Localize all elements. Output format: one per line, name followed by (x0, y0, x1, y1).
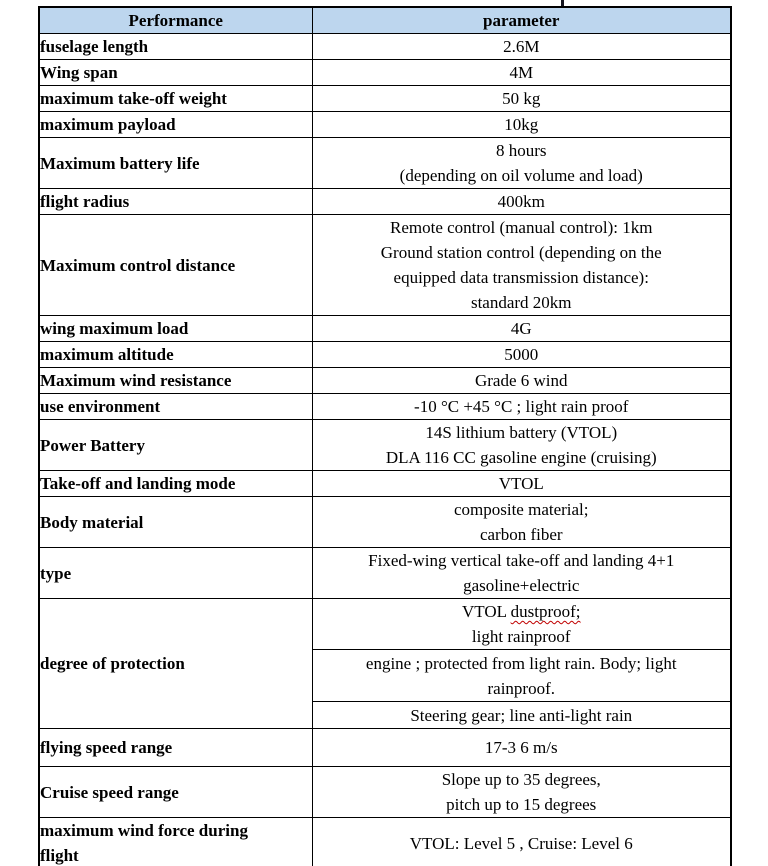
header-parameter: parameter (311, 6, 732, 34)
protection-vtol-line2: light rainproof (471, 627, 571, 646)
header-performance: Performance (38, 6, 313, 34)
table-row-control-distance: Maximum control distance Remote control … (38, 214, 732, 316)
row-value-wind-resistance: Grade 6 wind (311, 367, 732, 394)
row-value-battery-life: 8 hours (depending on oil volume and loa… (311, 137, 732, 189)
row-value-cruise-speed-range: Slope up to 35 degrees, pitch up to 15 d… (311, 766, 732, 818)
table-row-max-takeoff-weight: maximum take-off weight 50 kg (38, 85, 732, 112)
table-row-max-wind-force: maximum wind force during flight VTOL: L… (38, 817, 732, 866)
row-label-max-takeoff-weight: maximum take-off weight (38, 85, 313, 112)
row-value-takeoff-landing-mode: VTOL (311, 470, 732, 497)
table-row-use-environment: use environment -10 °C +45 °C ; light ra… (38, 393, 732, 420)
row-value-protection-engine: engine ; protected from light rain. Body… (311, 649, 732, 702)
table-row-wing-max-load: wing maximum load 4G (38, 315, 732, 342)
row-label-battery-life: Maximum battery life (38, 137, 313, 189)
row-value-protection-vtol: VTOL dustproof; light rainproof (311, 598, 732, 650)
row-value-body-material: composite material; carbon fiber (311, 496, 732, 548)
row-value-control-distance: Remote control (manual control): 1km Gro… (311, 214, 732, 316)
row-value-max-payload: 10kg (311, 111, 732, 138)
row-label-takeoff-landing-mode: Take-off and landing mode (38, 470, 313, 497)
table-row-max-altitude: maximum altitude 5000 (38, 341, 732, 368)
row-label-max-payload: maximum payload (38, 111, 313, 138)
table-row-wind-resistance: Maximum wind resistance Grade 6 wind (38, 367, 732, 394)
row-value-power-battery: 14S lithium battery (VTOL) DLA 116 CC ga… (311, 419, 732, 471)
row-value-wing-span: 4M (311, 59, 732, 86)
uav-performance-spec-table: Performance parameter fuselage length 2.… (38, 6, 732, 866)
row-value-max-takeoff-weight: 50 kg (311, 85, 732, 112)
row-value-protection-steering: Steering gear; line anti-light rain (311, 701, 732, 729)
row-value-fuselage-length: 2.6M (311, 33, 732, 60)
row-label-power-battery: Power Battery (38, 419, 313, 471)
row-label-body-material: Body material (38, 496, 313, 548)
row-value-use-environment: -10 °C +45 °C ; light rain proof (311, 393, 732, 420)
row-label-control-distance: Maximum control distance (38, 214, 313, 316)
table-row-battery-life: Maximum battery life 8 hours (depending … (38, 137, 732, 189)
table-row-wing-span: Wing span 4M (38, 59, 732, 86)
table-row-max-payload: maximum payload 10kg (38, 111, 732, 138)
table-row-type: type Fixed-wing vertical take-off and la… (38, 547, 732, 599)
row-value-max-altitude: 5000 (311, 341, 732, 368)
row-value-flight-radius: 400km (311, 188, 732, 215)
table-row-degree-of-protection-1: degree of protection VTOL dustproof; ligh… (38, 598, 732, 729)
table-row-power-battery: Power Battery 14S lithium battery (VTOL)… (38, 419, 732, 471)
table-row-fuselage-length: fuselage length 2.6M (38, 33, 732, 60)
row-label-flying-speed-range: flying speed range (38, 728, 313, 767)
row-label-degree-of-protection: degree of protection (38, 598, 313, 729)
row-label-wing-span: Wing span (38, 59, 313, 86)
row-label-type: type (38, 547, 313, 599)
row-label-fuselage-length: fuselage length (38, 33, 313, 60)
row-label-use-environment: use environment (38, 393, 313, 420)
table-row-degree-of-protection-3: Steering gear; line anti-light rain (39, 701, 732, 729)
table-row-flying-speed-range: flying speed range 17-3 6 m/s (38, 728, 732, 767)
row-value-wing-max-load: 4G (311, 315, 732, 342)
header-row: Performance parameter (38, 6, 732, 34)
row-value-flying-speed-range: 17-3 6 m/s (311, 728, 732, 767)
row-value-type: Fixed-wing vertical take-off and landing… (311, 547, 732, 599)
row-label-flight-radius: flight radius (38, 188, 313, 215)
row-label-max-altitude: maximum altitude (38, 341, 313, 368)
table-row-takeoff-landing-mode: Take-off and landing mode VTOL (38, 470, 732, 497)
table-row-body-material: Body material composite material; carbon… (38, 496, 732, 548)
protection-vtol-prefix: VTOL (461, 602, 511, 621)
row-value-max-wind-force: VTOL: Level 5 , Cruise: Level 6 (311, 817, 732, 866)
table-row-cruise-speed-range: Cruise speed range Slope up to 35 degree… (38, 766, 732, 818)
row-label-wind-resistance: Maximum wind resistance (38, 367, 313, 394)
row-label-cruise-speed-range: Cruise speed range (38, 766, 313, 818)
table-row-flight-radius: flight radius 400km (38, 188, 732, 215)
row-label-wing-max-load: wing maximum load (38, 315, 313, 342)
table-row-degree-of-protection-2: engine ; protected from light rain. Body… (39, 649, 732, 702)
row-label-max-wind-force: maximum wind force during flight (38, 817, 313, 866)
protection-misspelled-word: dustproof; (510, 602, 581, 621)
cropped-character-artifact (561, 0, 564, 6)
